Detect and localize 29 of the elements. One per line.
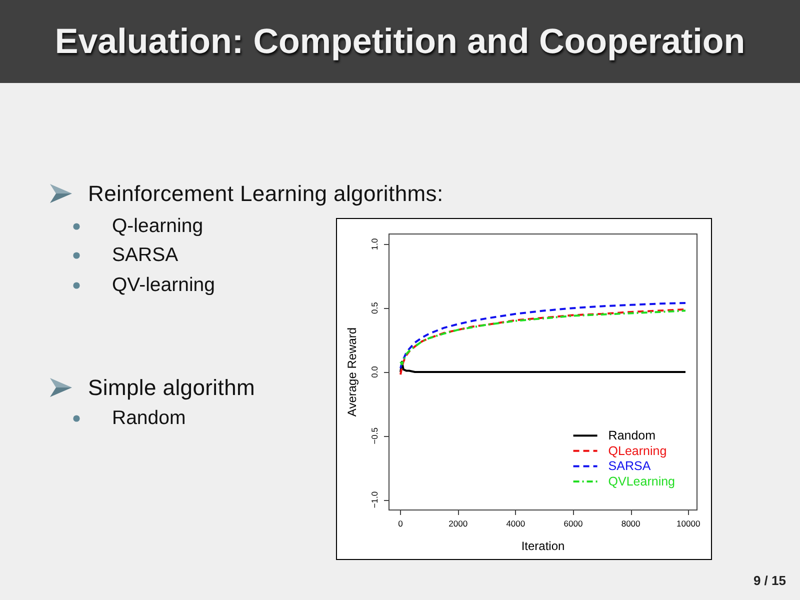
y-tick-label: 0.5 [370, 302, 380, 314]
line-series [400, 310, 686, 366]
text: SARSA [112, 243, 178, 268]
legend-label: QVLearning [608, 474, 676, 488]
line-series [400, 360, 686, 373]
x-tick-label: 0 [398, 518, 404, 528]
x-tick-label: 10000 [676, 518, 700, 528]
line-series [400, 302, 686, 370]
y-axis-title: Average Reward [345, 327, 359, 417]
x-tick-label: 2000 [448, 518, 468, 528]
legend-label: SARSA [608, 459, 652, 474]
y-tick-label: −0.5 [370, 427, 380, 444]
y-tick-label: −1.0 [370, 491, 380, 508]
text: Simple algorithm [88, 375, 256, 401]
legend-label: QLearning [608, 444, 667, 458]
chart-title: Evaluation: Competition and Cooperation [54, 22, 746, 62]
x-tick-label: 4000 [506, 518, 526, 528]
legend-label: Random [608, 428, 656, 443]
y-tick-label: 0.0 [370, 366, 380, 378]
text: Random [112, 406, 186, 431]
text: Reinforcement Learning algorithms: [88, 181, 444, 207]
text: Q-learning [112, 214, 204, 239]
y-tick-label: 1.0 [370, 238, 380, 250]
text: 9 / 15 [753, 572, 786, 590]
text: QV-learning [112, 273, 215, 298]
x-tick-label: 8000 [621, 518, 641, 528]
x-axis-title: Iteration [521, 539, 565, 553]
x-tick-label: 6000 [564, 518, 583, 528]
line-series [400, 308, 686, 376]
